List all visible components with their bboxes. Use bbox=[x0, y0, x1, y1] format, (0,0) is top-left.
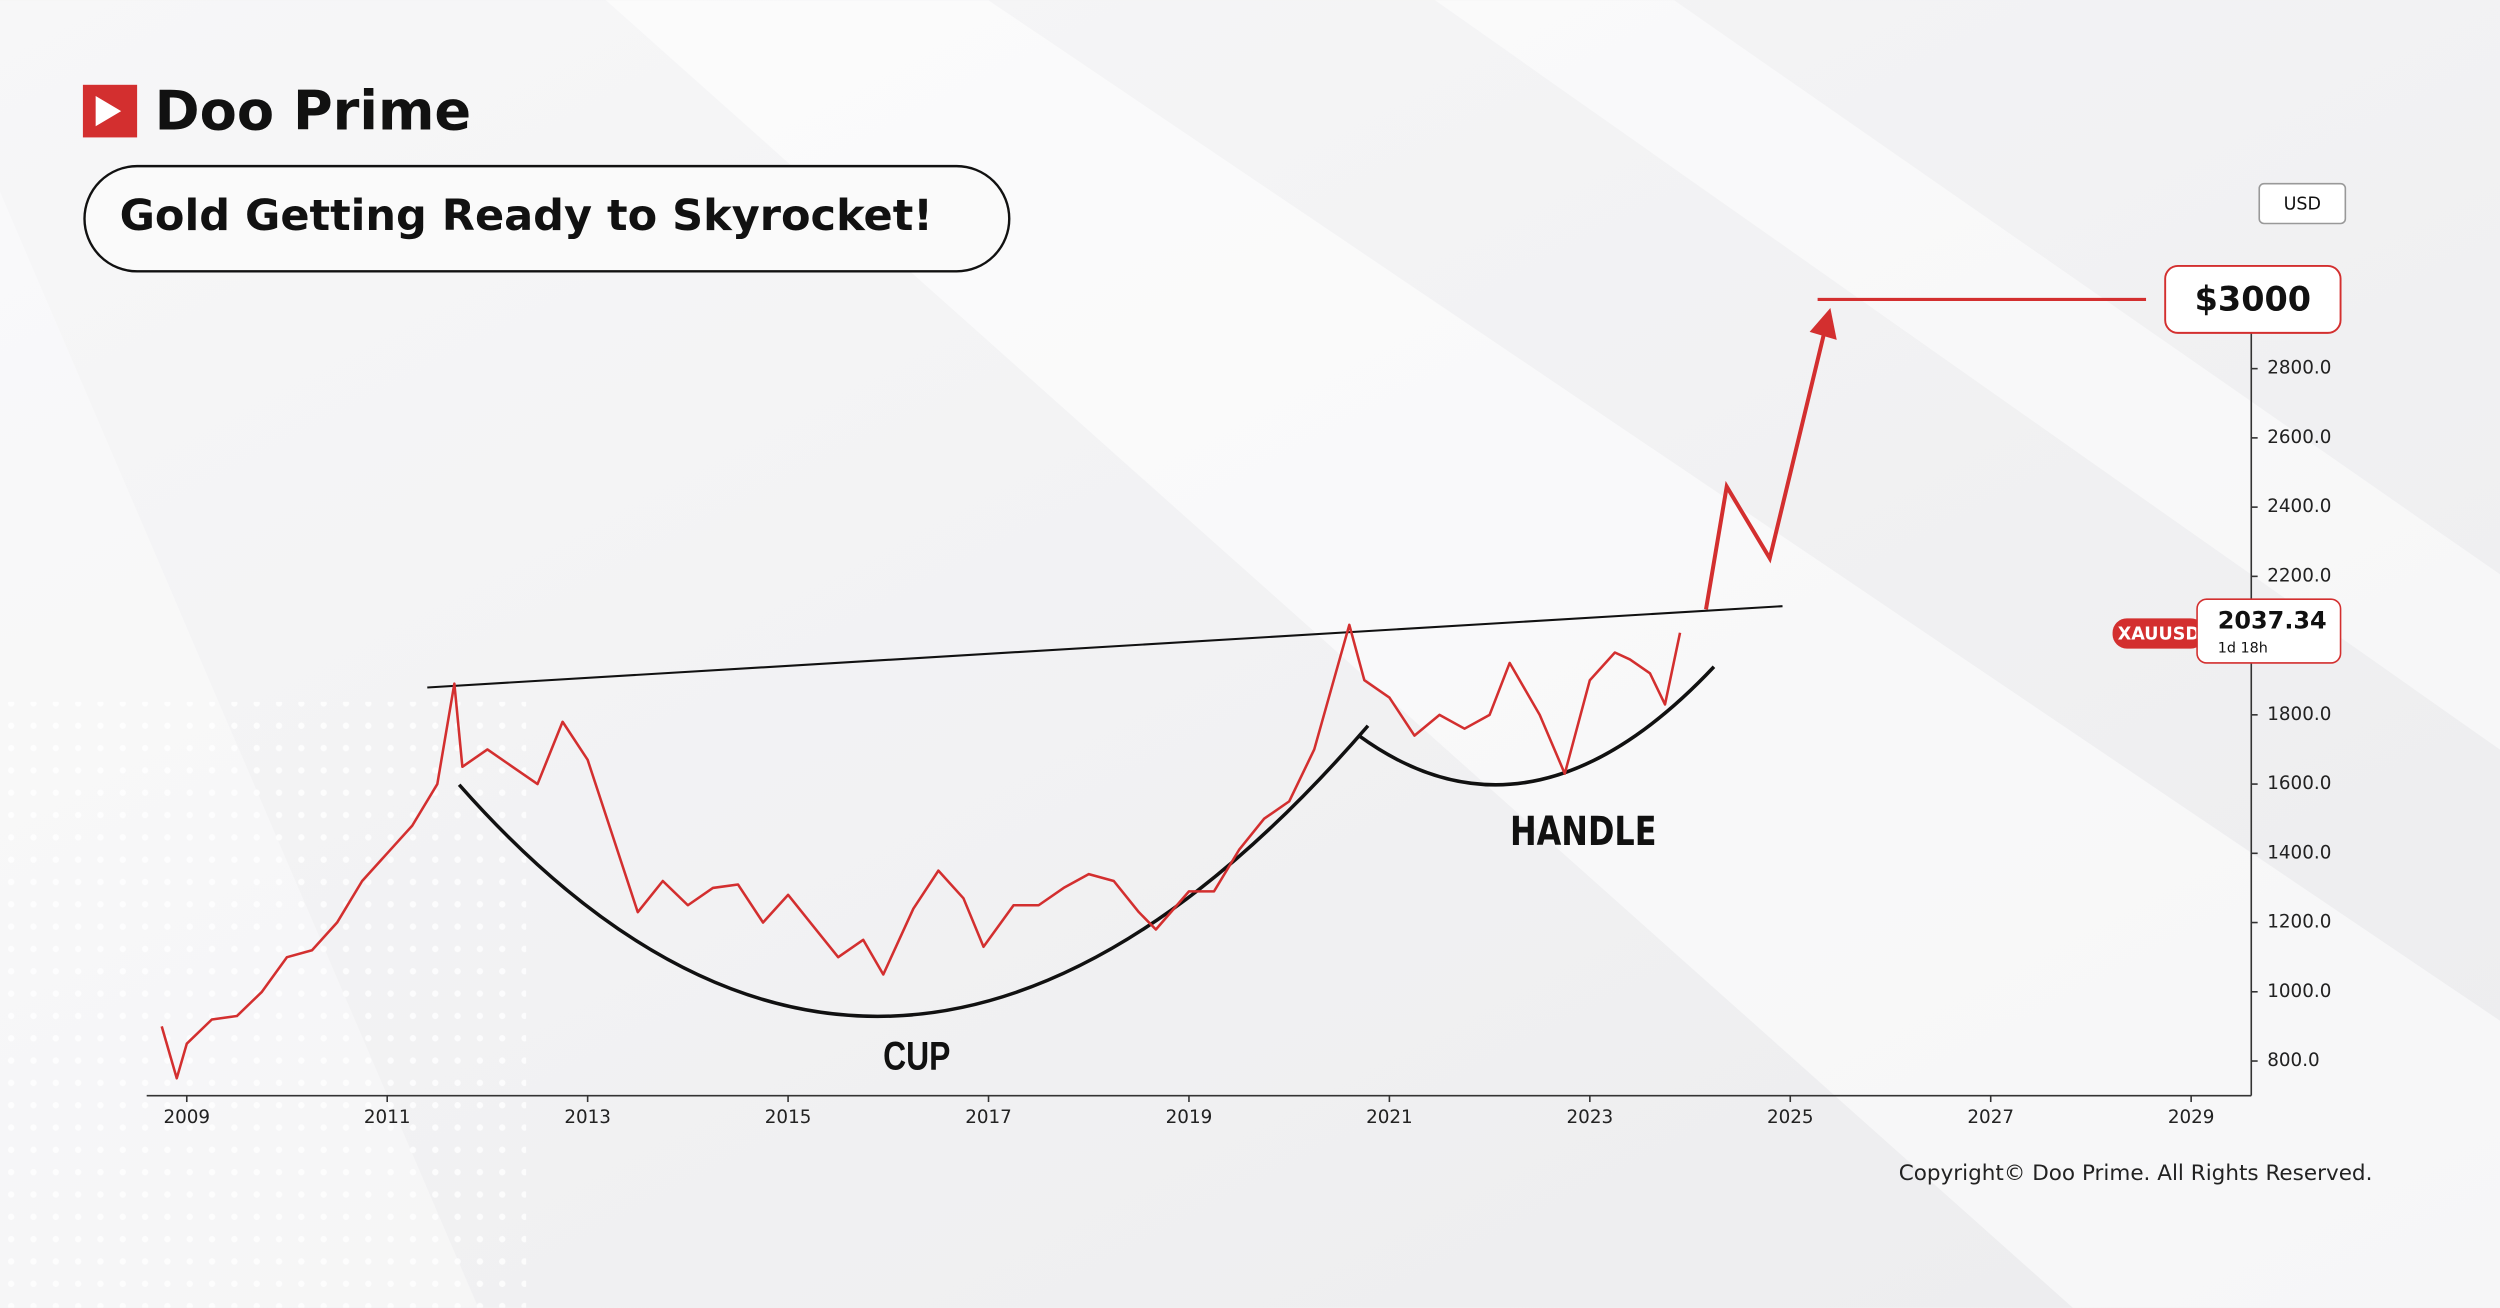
x-tick-label: 2017 bbox=[965, 1107, 1012, 1128]
annotation: CUP bbox=[883, 1033, 950, 1078]
x-tick-label: 2027 bbox=[1967, 1107, 2014, 1128]
target-box bbox=[2164, 264, 2342, 334]
last-price: 2037.34 bbox=[2218, 607, 2327, 635]
arrow-head bbox=[1809, 308, 1837, 340]
title-box bbox=[83, 164, 1011, 273]
x-tick-label: 2019 bbox=[1166, 1107, 1213, 1128]
x-tick-label: 2025 bbox=[1767, 1107, 1814, 1128]
x-tick-label: 2015 bbox=[765, 1107, 812, 1128]
x-tick-label: 2011 bbox=[364, 1107, 411, 1128]
handle-arc bbox=[1357, 665, 1716, 787]
symbol-tag bbox=[2112, 618, 2206, 649]
price-box bbox=[2196, 598, 2342, 664]
currency-box bbox=[2258, 182, 2347, 225]
y-tick-label: 2800.0 bbox=[2267, 358, 2331, 379]
plot: 800.01000.01200.01400.01600.01800.02000.… bbox=[160, 264, 2342, 1128]
logo-mark bbox=[95, 95, 122, 127]
projection bbox=[1704, 326, 1828, 610]
y-tick-label: 2600.0 bbox=[2267, 427, 2331, 448]
x-tick-label: 2013 bbox=[564, 1107, 611, 1128]
y-tick-label: 1600.0 bbox=[2267, 773, 2331, 794]
x-tick-label: 2021 bbox=[1366, 1107, 1413, 1128]
stripe bbox=[1434, 0, 2500, 750]
x-tick-label: 2023 bbox=[1567, 1107, 1614, 1128]
x-tick-label: 2009 bbox=[163, 1107, 210, 1128]
price-line bbox=[160, 623, 1682, 1080]
annotation: HANDLE bbox=[1510, 809, 1657, 855]
target-label: $3000 bbox=[2195, 280, 2311, 319]
stripe bbox=[605, 0, 2500, 1308]
brand: Doo Prime bbox=[155, 80, 472, 143]
currency: USD bbox=[2284, 194, 2321, 214]
dots bbox=[0, 701, 527, 1308]
resistance-line bbox=[427, 605, 1783, 689]
symbol: XAUUSD bbox=[2118, 624, 2200, 644]
y-tick-label: 2200.0 bbox=[2267, 565, 2331, 586]
x-tick-label: 2029 bbox=[2168, 1107, 2215, 1128]
y-tick-label: 1800.0 bbox=[2267, 704, 2331, 725]
y-tick-label: 1000.0 bbox=[2267, 981, 2331, 1002]
chart-title: Gold Getting Ready to Skyrocket! bbox=[120, 191, 933, 241]
y-tick-label: 2400.0 bbox=[2267, 496, 2331, 517]
copyright: Copyright© Doo Prime. All Rights Reserve… bbox=[1899, 1161, 2373, 1186]
y-tick-label: 1200.0 bbox=[2267, 912, 2331, 933]
countdown: 1d 18h bbox=[2218, 641, 2268, 657]
y-tick-label: 800.0 bbox=[2267, 1050, 2319, 1071]
y-tick-label: 1400.0 bbox=[2267, 842, 2331, 863]
